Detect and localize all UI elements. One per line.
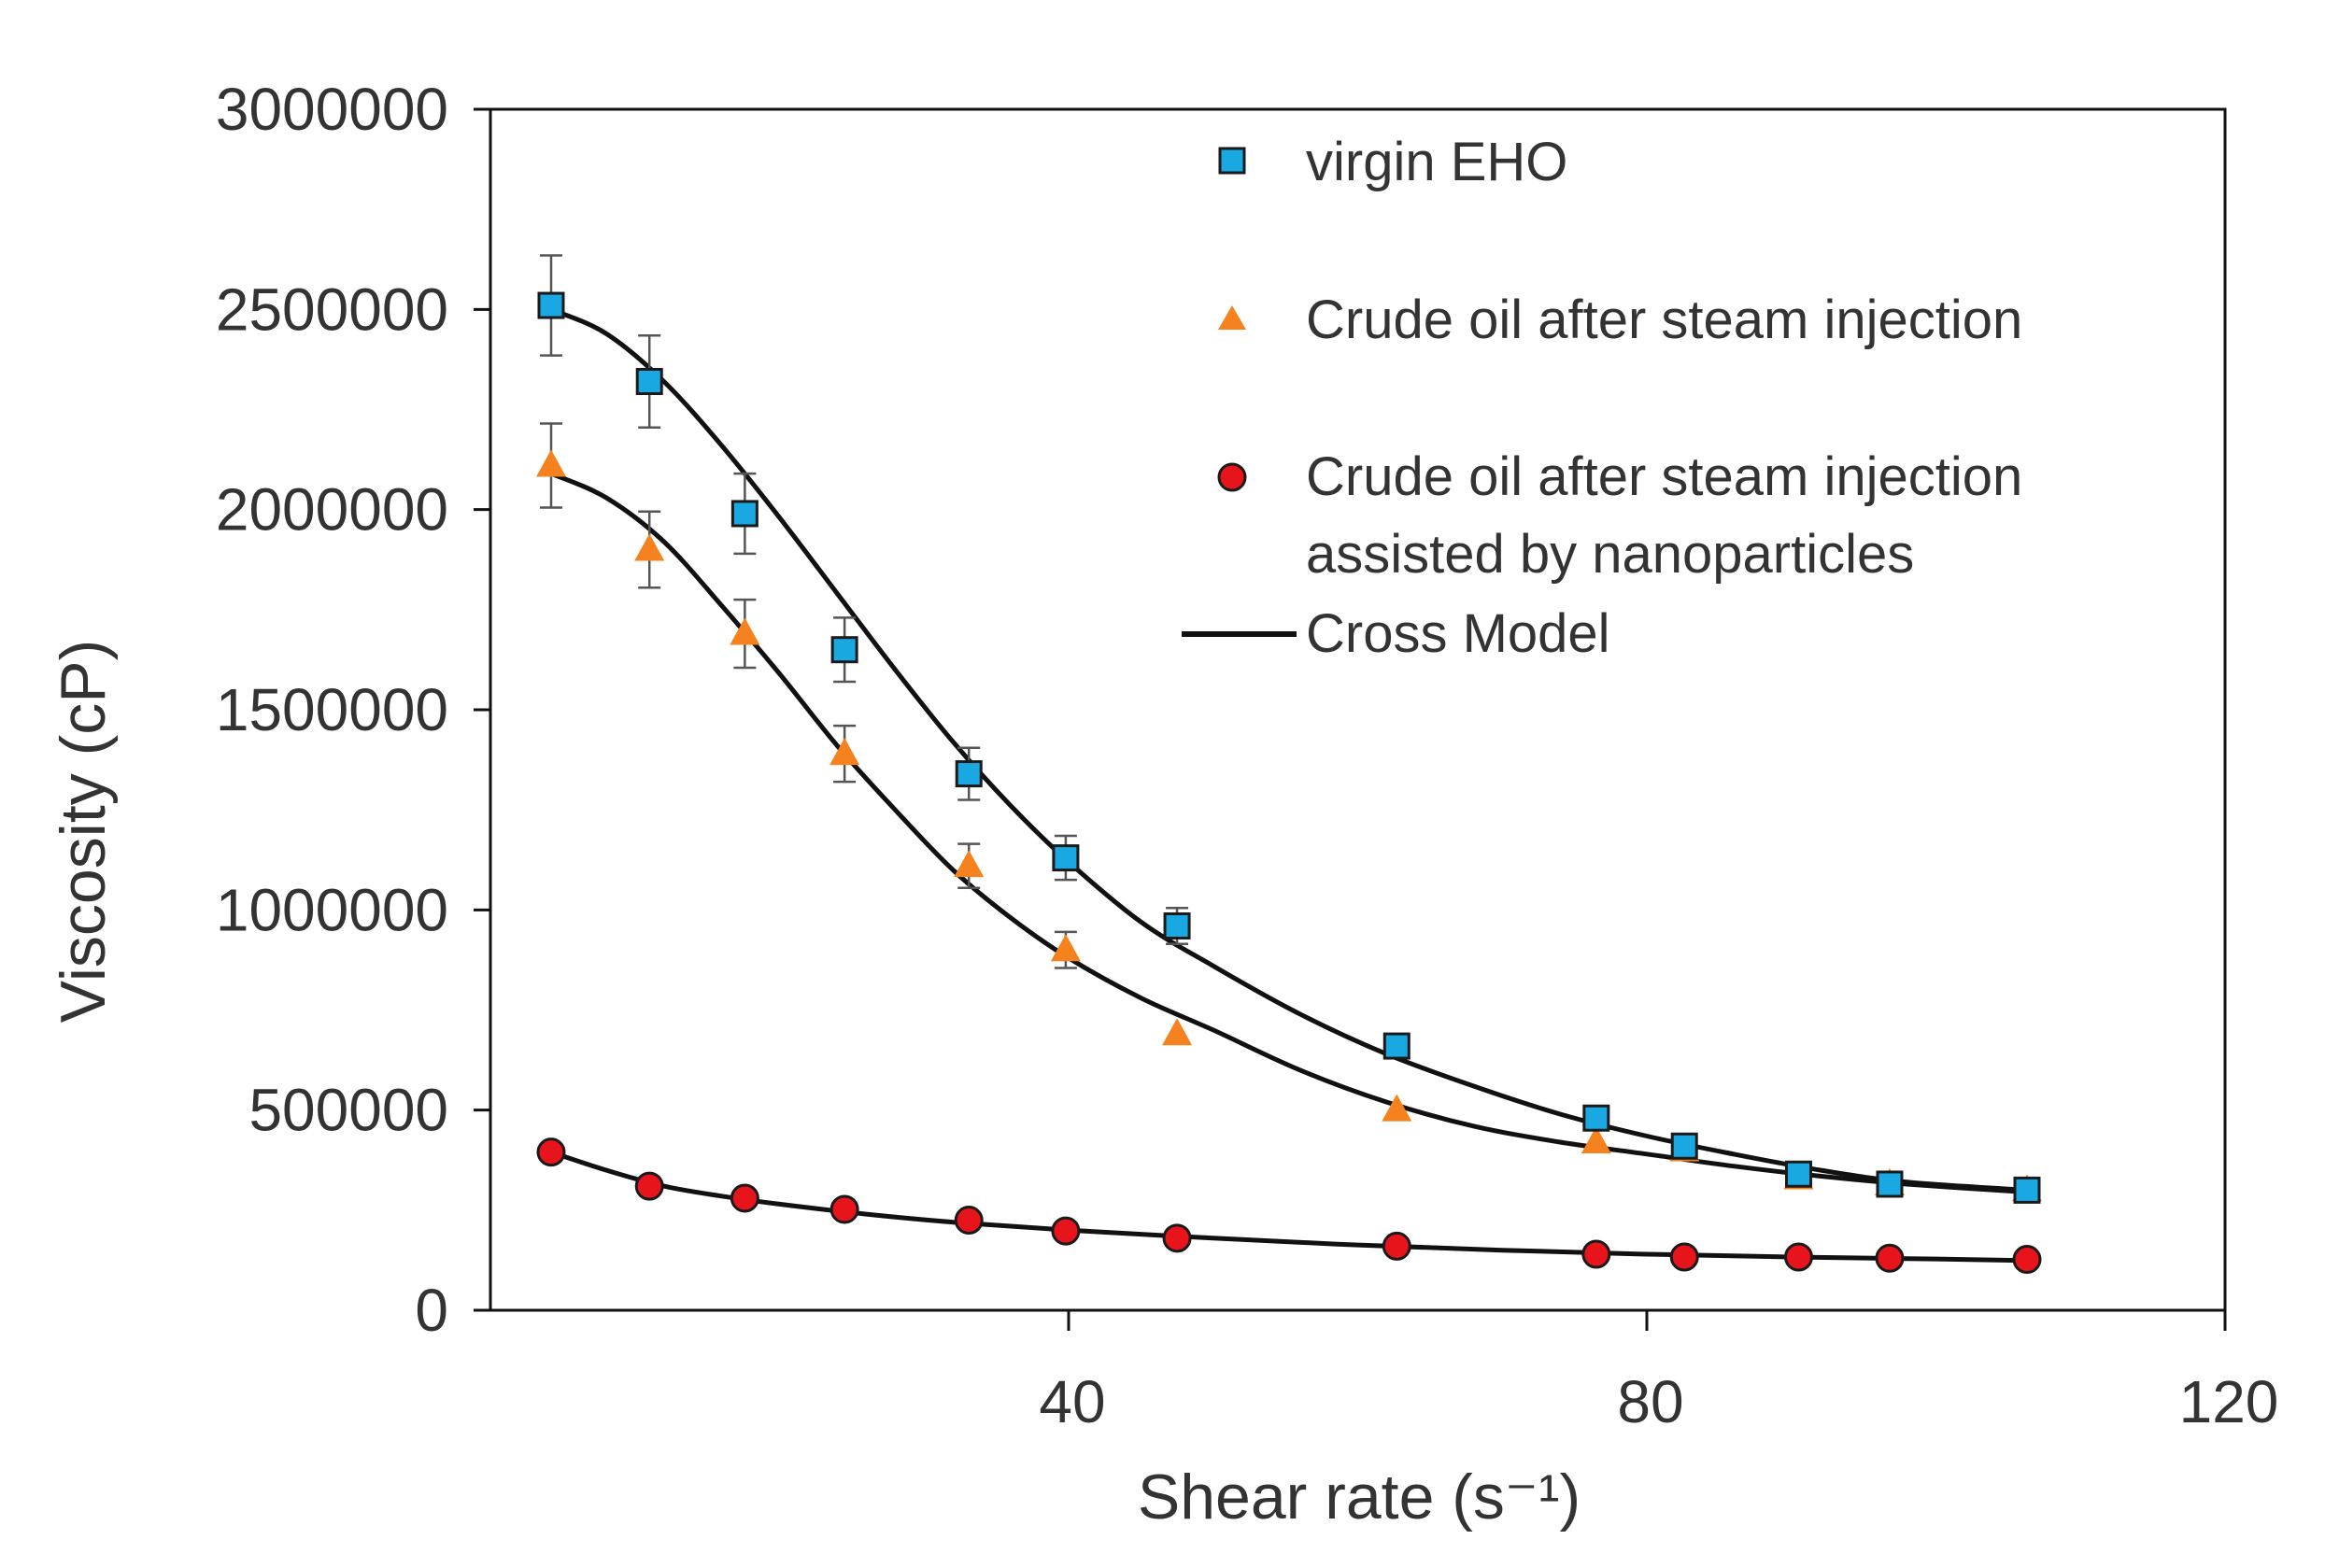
legend-label-cross-model: Cross Model (1306, 603, 1610, 664)
legend-marker-steam-injection (1218, 305, 1246, 330)
nanoparticles-point (1783, 1242, 1813, 1272)
nanoparticles-point (1875, 1243, 1905, 1273)
steam-injection-point (1382, 1094, 1412, 1122)
nanoparticles-point (1669, 1242, 1699, 1272)
nanoparticles-point (829, 1194, 859, 1224)
virgin-eho-point (955, 760, 983, 788)
virgin-eho-point (1582, 1104, 1610, 1132)
x-axis-title: Shear rate (s⁻¹) (1138, 1462, 1581, 1533)
y-tick-label: 2500000 (216, 275, 448, 343)
legend-label-steam-injection: Crude oil after steam injection (1306, 290, 2022, 350)
steam-injection-point (954, 850, 985, 878)
virgin-eho-point (2013, 1176, 2041, 1204)
steam-injection-point (634, 533, 665, 561)
virgin-eho-point (1876, 1170, 1904, 1198)
nanoparticles-point (1162, 1223, 1192, 1253)
legend-label-nanoparticles-line2: assisted by nanoparticles (1306, 524, 1914, 585)
nanoparticles-point (1382, 1231, 1411, 1261)
legend-marker-nanoparticles (1217, 462, 1247, 492)
y-tick-label: 2000000 (216, 476, 448, 544)
steam-injection-point (829, 738, 860, 766)
nanoparticles-point (634, 1171, 664, 1201)
axis-ticks: 0 500000 1000000 1500000 2000000 2500000 30000… (216, 76, 2279, 1435)
steam-injection-point (1581, 1125, 1611, 1153)
virgin-eho-point (1052, 844, 1080, 872)
x-tick-label: 80 (1617, 1368, 1683, 1435)
cross-model-line (549, 306, 2028, 1193)
legend-label-virgin-eho: virgin EHO (1306, 132, 1567, 192)
virgin-eho-point (730, 500, 758, 528)
virgin-eho-point (537, 291, 565, 319)
virgin-eho-point (635, 367, 663, 395)
virgin-eho-point (830, 636, 858, 664)
x-tick-label: 120 (2179, 1368, 2279, 1435)
virgin-eho-point (1670, 1132, 1698, 1160)
steam-injection-point (1050, 934, 1081, 962)
nanoparticles-point (1581, 1239, 1611, 1269)
nanoparticles-point (536, 1137, 566, 1167)
steam-injection-point (730, 617, 760, 645)
legend-marker-virgin-eho (1218, 147, 1246, 175)
y-tick-label: 1500000 (216, 676, 448, 743)
y-tick-label: 0 (415, 1277, 448, 1344)
x-tick-label: 40 (1039, 1368, 1105, 1435)
data-markers (535, 291, 2042, 1275)
nanoparticles-point (2012, 1245, 2042, 1275)
virgin-eho-point (1784, 1160, 1812, 1188)
y-tick-label: 1000000 (216, 876, 448, 943)
virgin-eho-point (1382, 1032, 1411, 1060)
steam-injection-point (1162, 1018, 1193, 1046)
y-tick-label: 3000000 (216, 76, 448, 143)
nanoparticles-point (954, 1206, 984, 1236)
legend: virgin EHO Crude oil after steam injecti… (1182, 132, 2022, 664)
steam-injection-point (535, 449, 566, 477)
y-tick-label: 500000 (248, 1077, 448, 1144)
virgin-eho-point (1163, 911, 1191, 939)
nanoparticles-point (1051, 1216, 1081, 1246)
legend-label-nanoparticles-line1: Crude oil after steam injection (1306, 446, 2022, 507)
y-axis-title: Viscosity (cP) (48, 640, 119, 1024)
nanoparticles-point (730, 1183, 759, 1213)
